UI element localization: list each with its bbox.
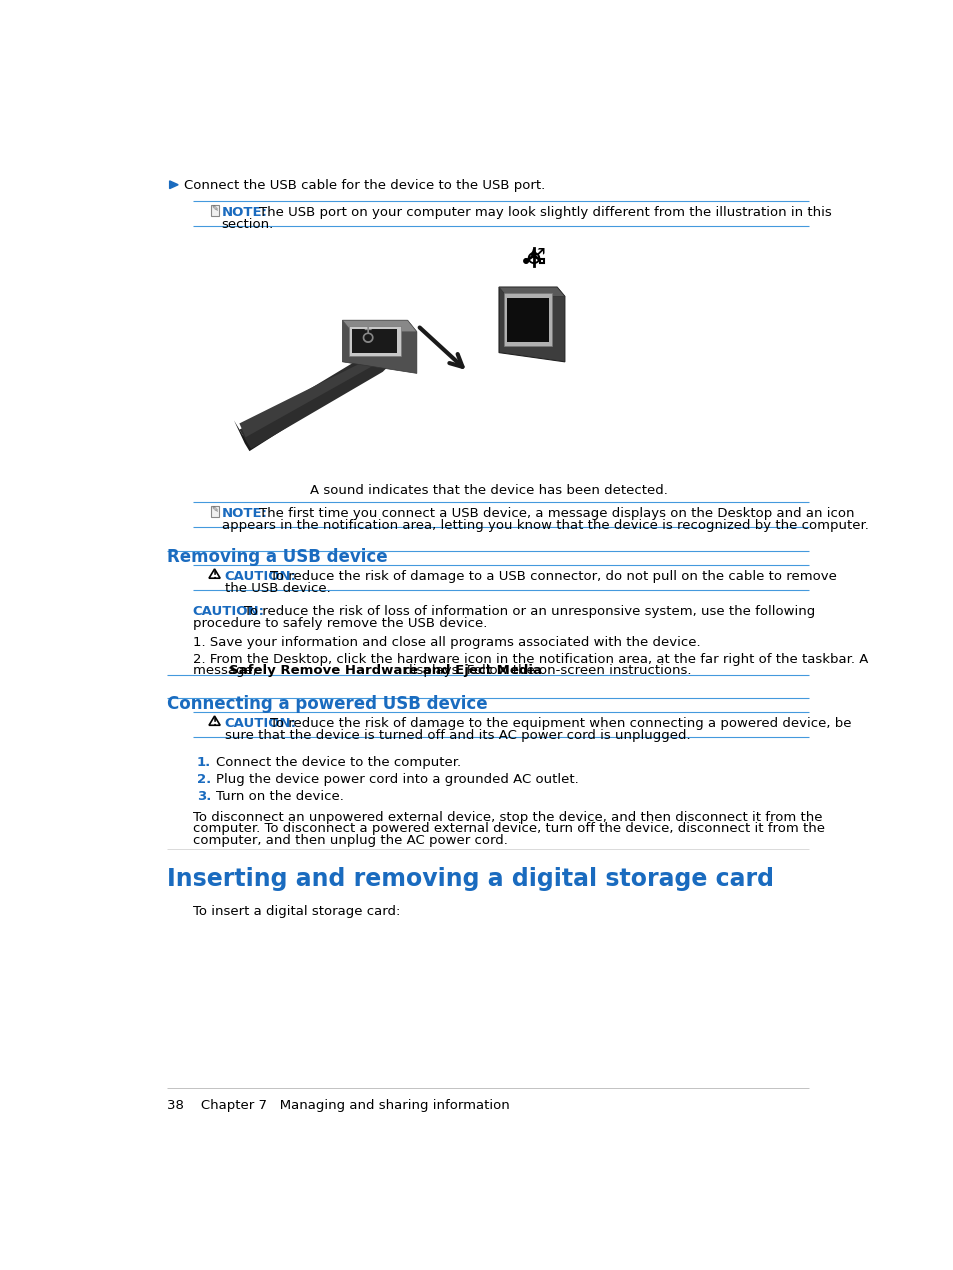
Text: Connecting a powered USB device: Connecting a powered USB device <box>167 695 487 714</box>
FancyBboxPatch shape <box>348 325 400 356</box>
Text: CAUTION:: CAUTION: <box>224 716 296 730</box>
Text: ♂: ♂ <box>525 248 545 268</box>
Text: computer. To disconnect a powered external device, turn off the device, disconne: computer. To disconnect a powered extern… <box>193 822 824 836</box>
Text: To insert a digital storage card:: To insert a digital storage card: <box>193 906 400 918</box>
Polygon shape <box>498 287 564 296</box>
Text: Connect the device to the computer.: Connect the device to the computer. <box>216 756 460 770</box>
Text: !: ! <box>213 719 216 728</box>
Text: 3.: 3. <box>196 790 211 803</box>
FancyBboxPatch shape <box>211 505 219 517</box>
Text: ⊕: ⊕ <box>530 254 535 259</box>
Polygon shape <box>239 345 397 448</box>
Polygon shape <box>239 354 382 437</box>
Text: !: ! <box>213 572 216 580</box>
Polygon shape <box>342 320 416 373</box>
Text: Safely Remove Hardware and Eject Media: Safely Remove Hardware and Eject Media <box>230 664 542 677</box>
Polygon shape <box>498 287 564 362</box>
Text: section.: section. <box>221 218 274 231</box>
FancyBboxPatch shape <box>352 329 397 353</box>
Text: sure that the device is turned off and its AC power cord is unplugged.: sure that the device is turned off and i… <box>224 729 690 742</box>
Text: 38    Chapter 7   Managing and sharing information: 38 Chapter 7 Managing and sharing inform… <box>167 1100 510 1113</box>
Text: A sound indicates that the device has been detected.: A sound indicates that the device has be… <box>310 484 667 497</box>
FancyBboxPatch shape <box>506 298 549 342</box>
Text: computer, and then unplug the AC power cord.: computer, and then unplug the AC power c… <box>193 834 507 847</box>
Text: message,: message, <box>193 664 261 677</box>
Text: NOTE:: NOTE: <box>221 507 267 519</box>
Text: The first time you connect a USB device, a message displays on the Desktop and a: The first time you connect a USB device,… <box>258 507 853 519</box>
Polygon shape <box>342 320 416 331</box>
Text: ♁: ♁ <box>359 328 374 347</box>
Text: ✎: ✎ <box>211 505 218 514</box>
Text: 1. Save your information and close all programs associated with the device.: 1. Save your information and close all p… <box>193 636 700 649</box>
Text: 2.: 2. <box>196 773 211 786</box>
Text: appears in the notification area, letting you know that the device is recognized: appears in the notification area, lettin… <box>221 519 867 532</box>
Text: Removing a USB device: Removing a USB device <box>167 549 388 566</box>
Text: Plug the device power cord into a grounded AC outlet.: Plug the device power cord into a ground… <box>216 773 578 786</box>
Text: ✎: ✎ <box>211 204 218 213</box>
Text: NOTE:: NOTE: <box>221 206 267 218</box>
Text: To reduce the risk of damage to a USB connector, do not pull on the cable to rem: To reduce the risk of damage to a USB co… <box>270 570 836 583</box>
Text: Inserting and removing a digital storage card: Inserting and removing a digital storage… <box>167 867 774 892</box>
Text: CAUTION:: CAUTION: <box>193 606 265 618</box>
Text: Connect the USB cable for the device to the USB port.: Connect the USB cable for the device to … <box>184 179 545 192</box>
FancyBboxPatch shape <box>539 259 543 263</box>
Text: To reduce the risk of loss of information or an unresponsive system, use the fol: To reduce the risk of loss of informatio… <box>244 606 815 618</box>
Text: To reduce the risk of damage to the equipment when connecting a powered device, : To reduce the risk of damage to the equi… <box>270 716 850 730</box>
Text: displays. Follow the on-screen instructions.: displays. Follow the on-screen instructi… <box>400 664 691 677</box>
FancyBboxPatch shape <box>211 204 219 216</box>
Text: 2. From the Desktop, click the hardware icon in the notification area, at the fa: 2. From the Desktop, click the hardware … <box>193 653 867 665</box>
Text: The USB port on your computer may look slightly different from the illustration : The USB port on your computer may look s… <box>258 206 831 218</box>
Text: procedure to safely remove the USB device.: procedure to safely remove the USB devic… <box>193 617 487 630</box>
Text: CAUTION:: CAUTION: <box>224 570 296 583</box>
Text: the USB device.: the USB device. <box>224 582 330 596</box>
Polygon shape <box>170 180 178 188</box>
FancyBboxPatch shape <box>503 293 552 347</box>
Text: To disconnect an unpowered external device, stop the device, and then disconnect: To disconnect an unpowered external devi… <box>193 810 821 824</box>
Text: 1.: 1. <box>196 756 211 770</box>
Circle shape <box>523 259 528 263</box>
Polygon shape <box>233 335 404 451</box>
Text: Turn on the device.: Turn on the device. <box>216 790 344 803</box>
